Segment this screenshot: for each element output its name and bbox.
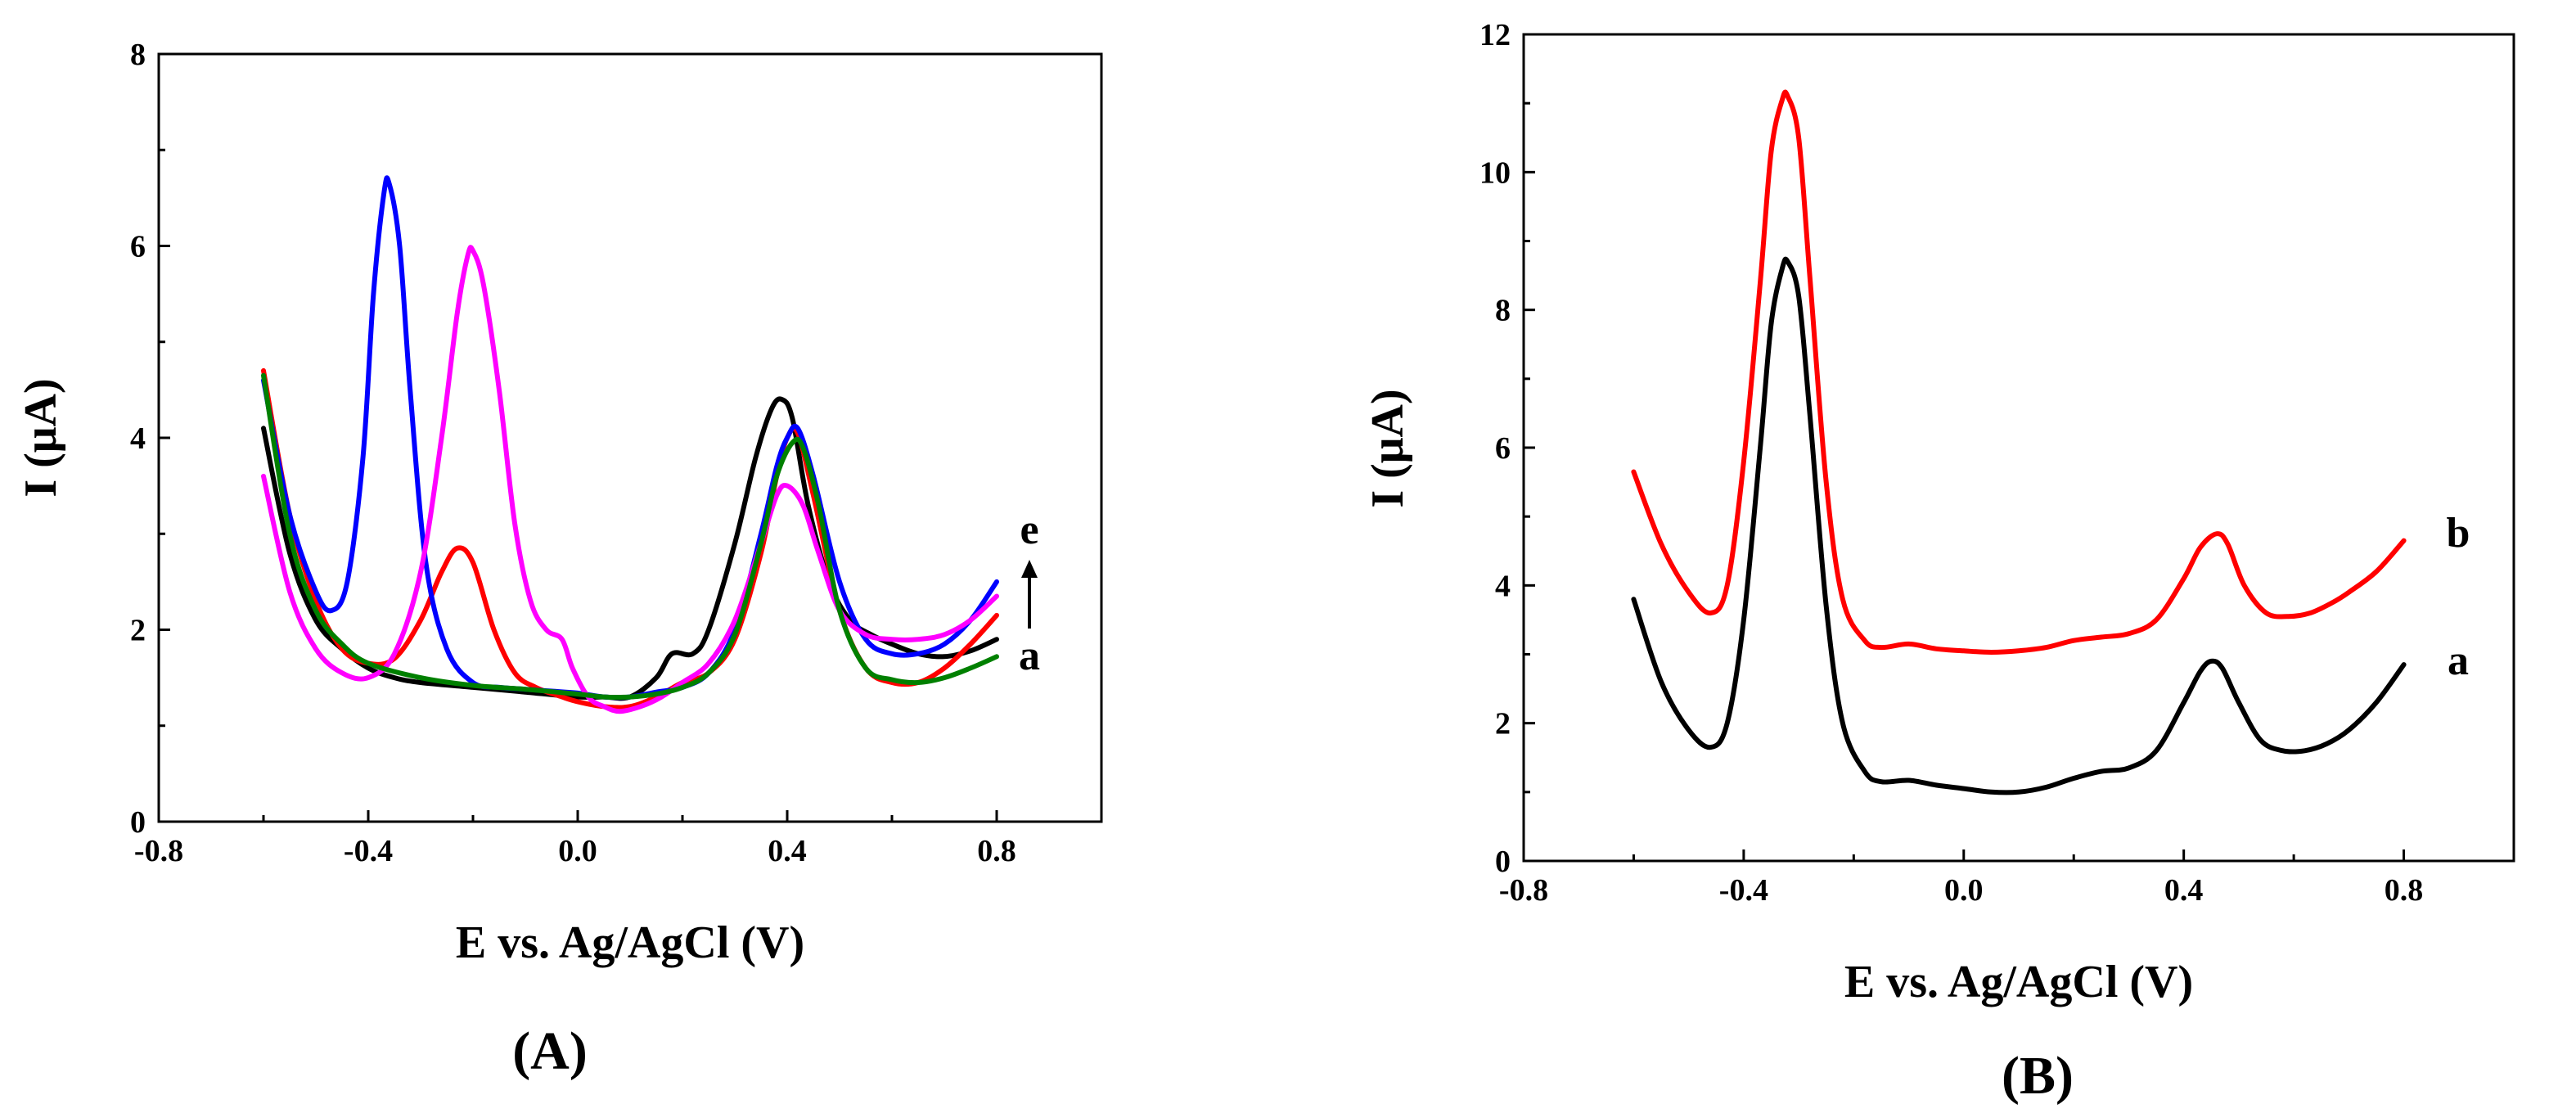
x-tick-label-a-0: -0.8 (134, 834, 183, 868)
y-tick-label-b-2: 4 (1495, 569, 1511, 603)
series-line-a-magenta (261, 245, 999, 714)
y-tick-label-b-4: 8 (1495, 294, 1511, 328)
plot-area-a (261, 175, 999, 714)
curve-label-a: a (1019, 633, 1040, 679)
arrow-up-icon (1021, 560, 1038, 578)
chart-panel-b: I (μA) E vs. Ag/AgCl (V) (B) b a -0.8 -0.… (1362, 18, 2515, 1106)
plot-area-b (1631, 89, 2407, 795)
chart-panel-a: I (μA) E vs. Ag/AgCl (V) (A) e a -0.8 -0.… (16, 38, 1103, 1081)
y-tick-label-a-4: 8 (130, 38, 146, 72)
y-tick-label-a-2: 4 (130, 421, 146, 456)
series-line-a-green (261, 372, 999, 701)
y-tick-label-b-5: 10 (1479, 155, 1511, 190)
y-tick-label-b-3: 6 (1495, 431, 1511, 466)
y-tick-label-b-0: 0 (1495, 845, 1511, 879)
y-tick-label-a-3: 6 (130, 230, 146, 264)
x-tick-label-b-2: 0.0 (1944, 873, 1984, 908)
y-axis-title-b: I (μA) (1362, 389, 1413, 507)
curve-label-e: e (1020, 507, 1038, 553)
curve-label-b: b (2447, 510, 2470, 556)
x-tick-label-a-2: 0.0 (558, 834, 597, 868)
series-line-b-b (1631, 89, 2407, 655)
x-tick-label-b-4: 0.8 (2385, 873, 2424, 908)
x-tick-label-a-1: -0.4 (344, 834, 393, 868)
x-axis-title-b: E vs. Ag/AgCl (V) (1844, 957, 2193, 1007)
curve-label-a2: a (2448, 638, 2469, 684)
plot-frame-b (1522, 33, 2515, 863)
panel-label-b: (B) (2002, 1046, 2074, 1106)
y-tick-label-b-1: 2 (1495, 707, 1511, 741)
x-tick-label-a-3: 0.4 (768, 834, 807, 868)
series-line-b-a (1631, 256, 2407, 795)
x-tick-label-a-4: 0.8 (977, 834, 1016, 868)
series-line-a-red (261, 367, 999, 710)
y-tick-label-a-1: 2 (130, 614, 146, 648)
y-tick-label-b-6: 12 (1479, 18, 1511, 52)
x-tick-label-b-3: 0.4 (2164, 873, 2204, 908)
series-line-a-blue (261, 175, 999, 701)
y-tick-label-a-0: 0 (130, 805, 146, 840)
panel-label-a: (A) (512, 1021, 588, 1081)
x-tick-label-b-0: -0.8 (1499, 873, 1548, 908)
x-axis-title-a: E vs. Ag/AgCl (V) (456, 917, 804, 968)
y-axis-title-a: I (μA) (16, 378, 66, 497)
x-tick-label-b-1: -0.4 (1719, 873, 1768, 908)
